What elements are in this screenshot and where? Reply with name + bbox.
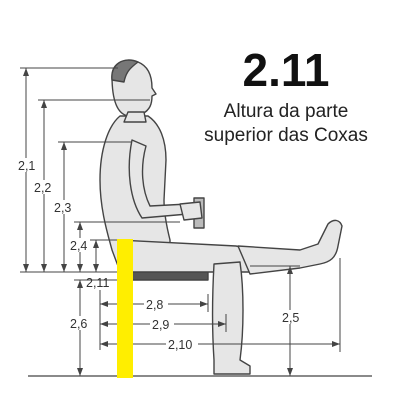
title-code: 2.11 <box>242 44 330 96</box>
highlight-bar <box>117 239 133 378</box>
label-2-3: 2,3 <box>54 201 71 215</box>
label-2-10: 2,10 <box>168 338 192 352</box>
caption-line-2: superior das Coxas <box>204 125 368 146</box>
arrowheads <box>23 68 340 376</box>
caption: Altura da parte superior das Coxas <box>180 100 392 148</box>
caption-line-1: Altura da parte <box>223 101 349 122</box>
label-2-6: 2,6 <box>70 317 87 331</box>
neck <box>123 111 147 123</box>
hand <box>179 201 203 221</box>
dimension-label-group: 2,1 2,2 2,3 2,4 2,11 2,6 2,8 2,9 2,10 2,… <box>18 158 302 352</box>
seated-man-figure <box>99 59 343 375</box>
label-2-5: 2,5 <box>282 311 299 325</box>
label-2-4: 2,4 <box>70 239 87 253</box>
label-2-11: 2,11 <box>86 276 109 290</box>
left-lower-leg <box>211 261 251 375</box>
label-2-2: 2,2 <box>34 181 51 195</box>
label-2-1: 2,1 <box>18 159 35 173</box>
right-extended-leg <box>237 219 343 275</box>
label-2-8: 2,8 <box>146 298 163 312</box>
label-2-9: 2,9 <box>152 318 169 332</box>
dimension-lines <box>20 67 341 376</box>
